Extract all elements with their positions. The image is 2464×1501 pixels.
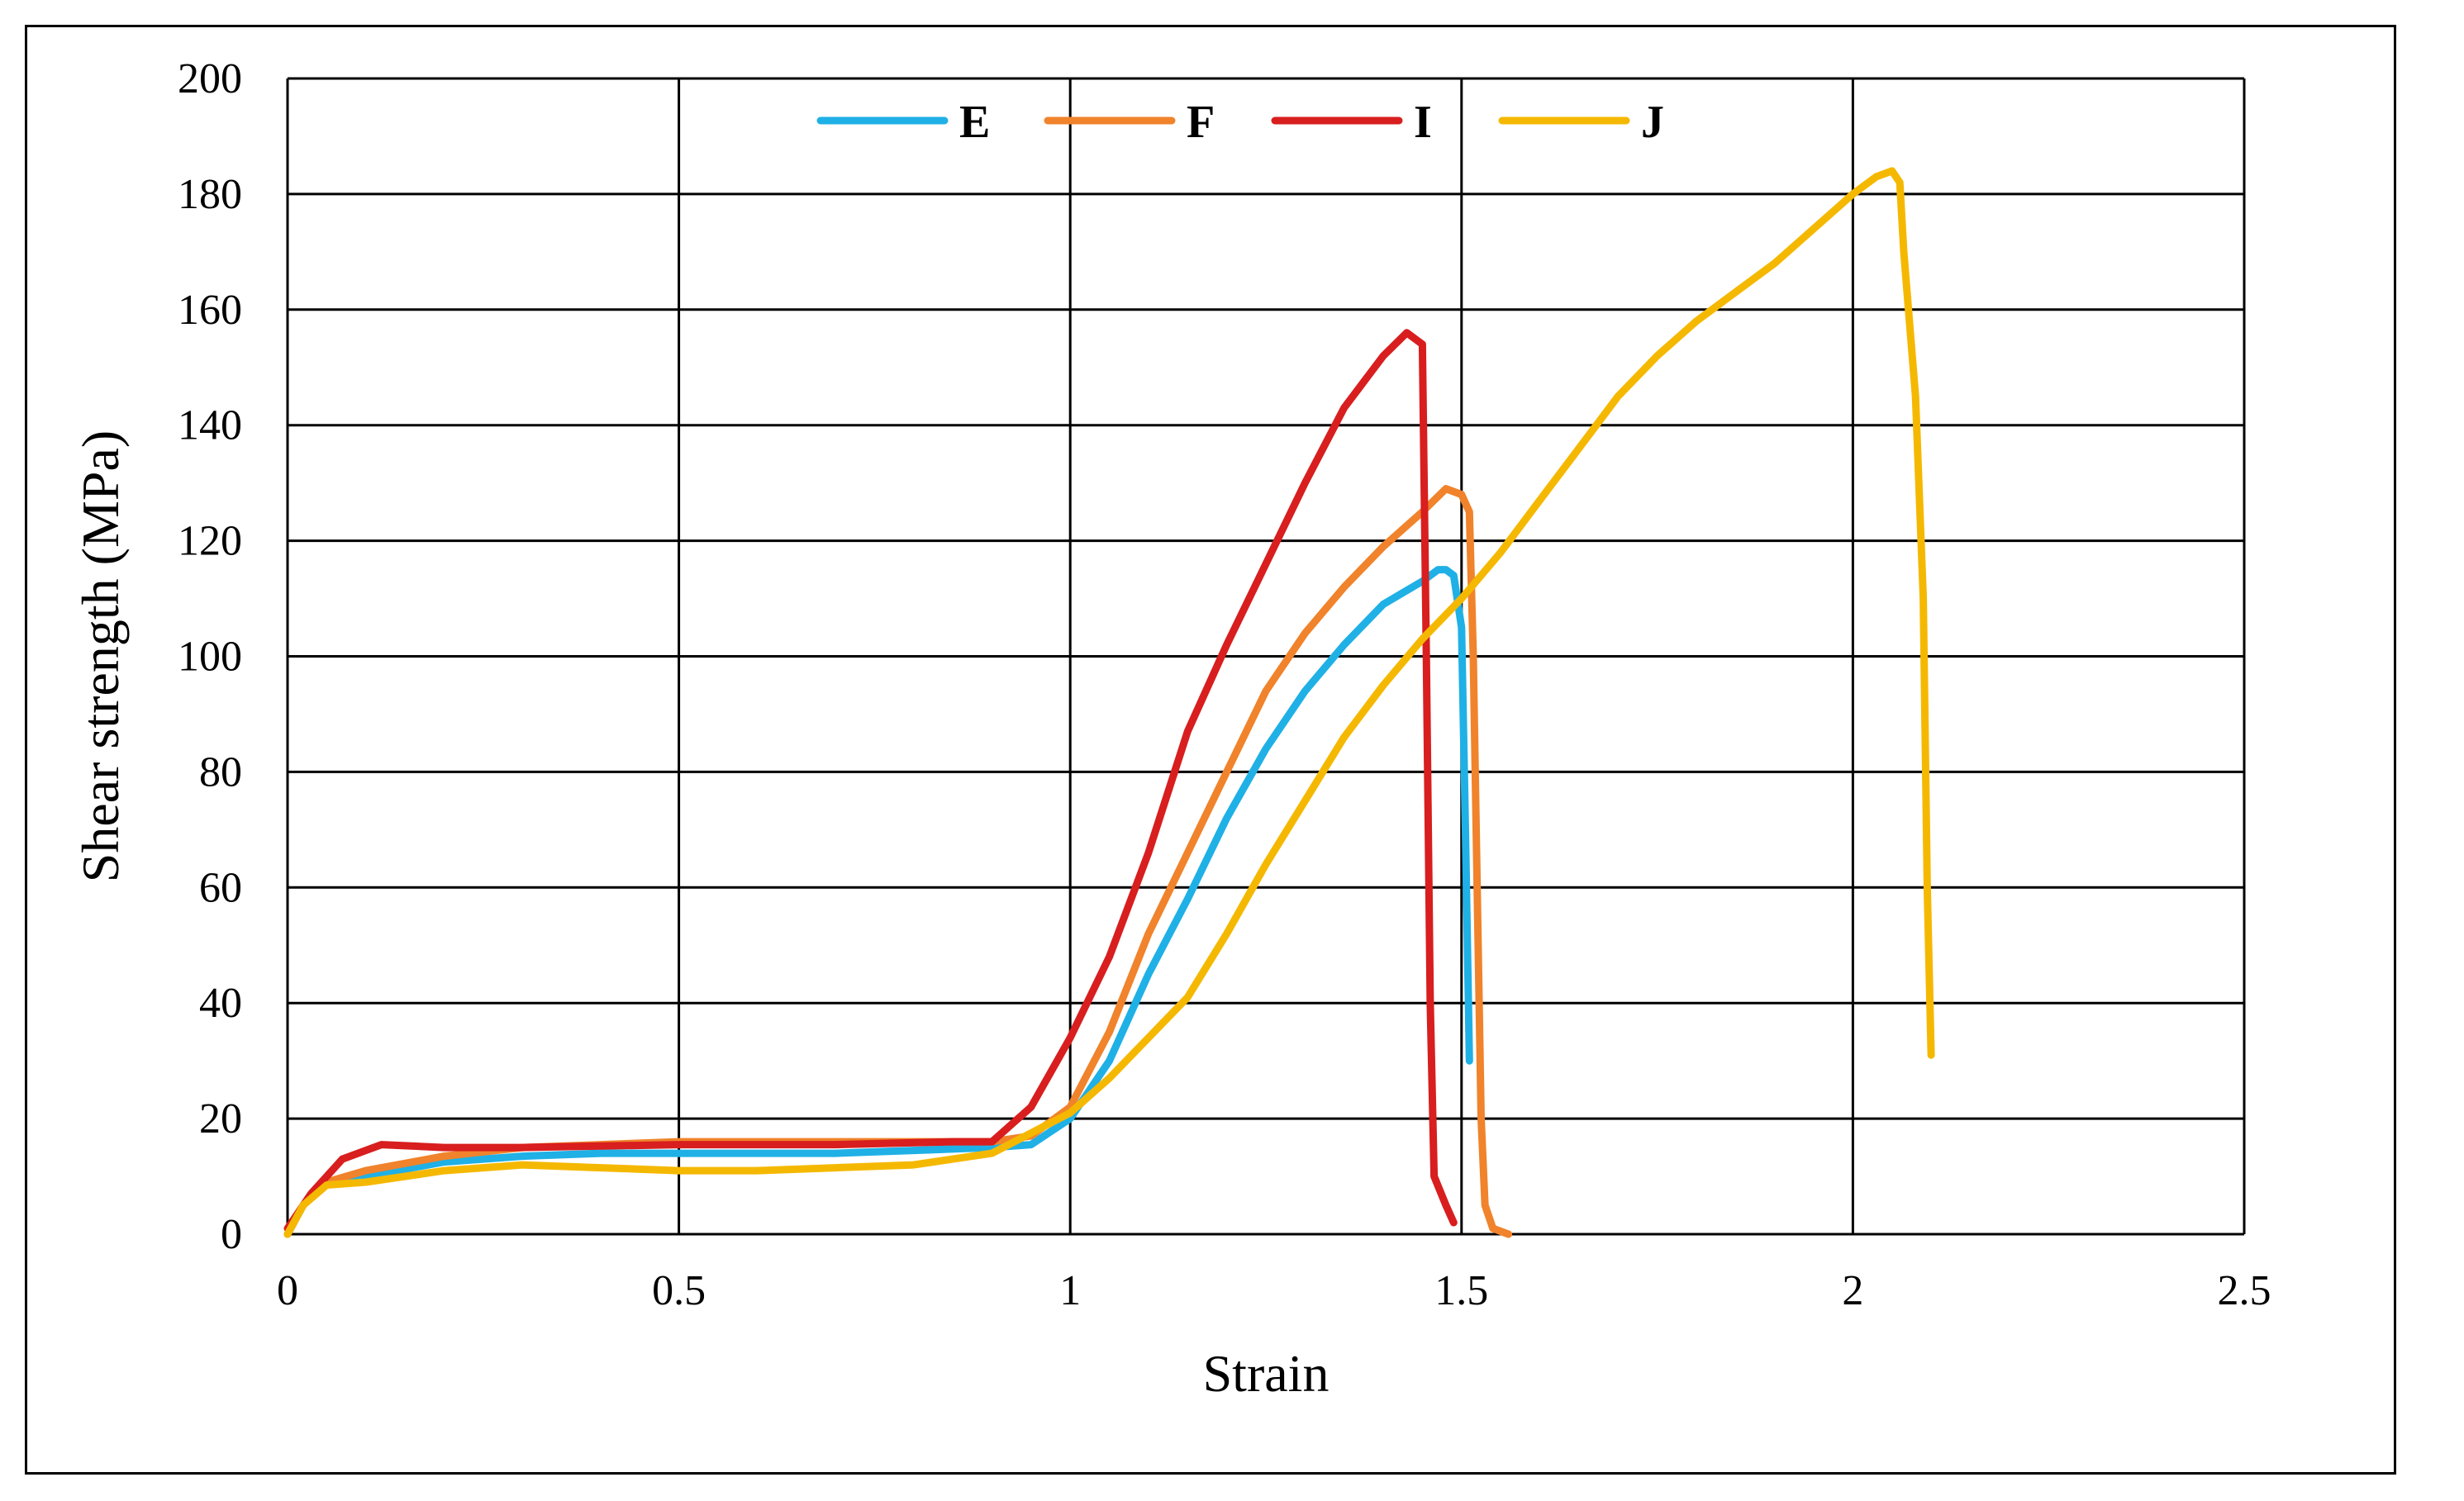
y-tick-label: 200 [178,55,242,102]
chart-frame: 0 20 40 60 80 100 120 140 160 180 200 0 0.5 1 1.5 2 2.5 … [25,25,2396,1475]
series-line-i [283,329,1458,1233]
x-tick-label: 1 [1059,1267,1081,1314]
x-tick-label: 0.5 [652,1267,706,1314]
x-tick-label: 1.5 [1434,1267,1488,1314]
y-tick-label: 180 [178,171,242,218]
x-tick-label: 2 [1842,1267,1863,1314]
series-lines [283,167,1935,1238]
y-tick-label: 100 [178,634,242,681]
y-tick-label: 140 [178,402,242,449]
y-tick-label: 40 [199,980,242,1027]
y-tick-label: 60 [199,864,242,911]
x-axis-title: Strain [1203,1344,1330,1403]
y-tick-label: 20 [199,1095,242,1142]
x-tick-label: 2.5 [2218,1267,2271,1314]
legend-label-j: J [1641,97,1664,148]
legend-label-e: E [959,97,990,148]
series-line-j [283,167,1935,1238]
x-tick-label: 0 [277,1267,298,1314]
y-tick-label: 120 [178,518,242,565]
y-tick-label: 160 [178,287,242,334]
grid [286,77,2246,1236]
series-line-f [283,485,1513,1238]
series-line-e [283,566,1473,1238]
y-axis-title: Shear strength (MPa) [71,430,130,882]
y-tick-label: 80 [199,748,242,796]
legend-label-f: F [1187,97,1215,148]
tick-labels: 0 20 40 60 80 100 120 140 160 180 200 0 0.5 1 1.5 2 2.5 [178,55,2271,1314]
legend-label-i: I [1414,97,1432,148]
y-tick-label: 0 [221,1211,242,1258]
